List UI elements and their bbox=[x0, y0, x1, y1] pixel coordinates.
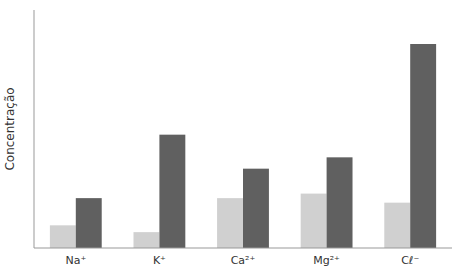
bar bbox=[410, 44, 436, 248]
x-tick-label: Mg²⁺ bbox=[313, 254, 340, 267]
chart-svg: Na⁺ K⁺ Ca²⁺ Mg²⁺ Cℓ⁻ Concentração bbox=[0, 0, 462, 274]
bar bbox=[76, 198, 102, 248]
x-tick-label: Na⁺ bbox=[65, 254, 86, 267]
bar bbox=[243, 169, 269, 248]
y-axis-label: Concentração bbox=[3, 87, 17, 170]
bar bbox=[301, 194, 327, 248]
bar bbox=[327, 157, 353, 248]
x-axis-line bbox=[34, 248, 452, 249]
y-axis-line bbox=[34, 10, 35, 248]
bar bbox=[217, 198, 243, 248]
x-tick-label: K⁺ bbox=[153, 254, 166, 267]
bar bbox=[159, 135, 185, 248]
bar bbox=[133, 232, 159, 248]
x-tick-label: Ca²⁺ bbox=[231, 254, 256, 267]
chart-container: Na⁺ K⁺ Ca²⁺ Mg²⁺ Cℓ⁻ Concentração bbox=[0, 0, 462, 274]
bar bbox=[50, 225, 76, 248]
bars bbox=[50, 44, 436, 248]
x-tick-label: Cℓ⁻ bbox=[401, 254, 419, 267]
bar bbox=[384, 203, 410, 248]
